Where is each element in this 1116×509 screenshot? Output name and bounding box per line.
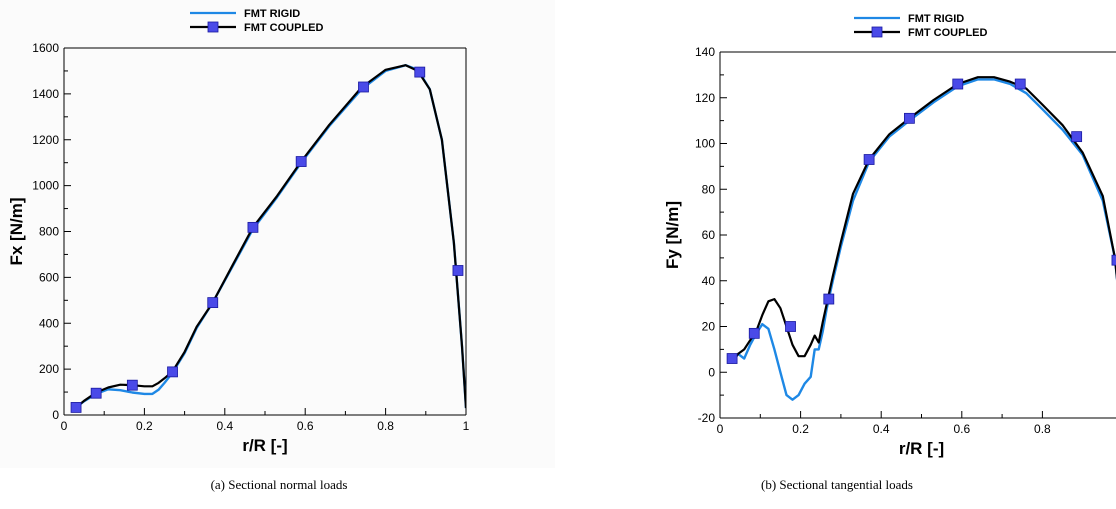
y-tick-label: -20 [698,411,716,425]
x-tick-label: 0.6 [297,419,314,433]
legend-marker [207,21,219,33]
y-tick-label: 0 [708,365,715,379]
x-tick-label: 0.6 [953,422,970,436]
y-tick-label: 1400 [32,87,59,101]
x-tick-label: 0 [717,422,724,436]
y-tick-label: 100 [695,137,715,151]
data-point-marker [748,327,760,339]
legend-label: FMT COUPLED [908,27,987,39]
y-tick-label: 600 [39,270,59,284]
data-point-marker [904,112,915,124]
data-point-marker [1014,78,1026,90]
x-tick-label: 0.4 [873,422,890,436]
y-axis-title: Fx [N/m] [7,198,26,266]
series-line-rigid [75,63,466,409]
x-tick-label: 0.8 [1034,422,1051,436]
caption-a: (a) Sectional normal loads [210,477,348,492]
series-line-rigid [731,78,1116,401]
y-tick-label: 20 [702,320,716,334]
legend-label: FMT RIGID [244,8,300,20]
x-tick-label: 0.2 [792,422,809,436]
data-point-marker [952,78,964,90]
data-point-marker [823,293,835,305]
y-tick-label: 1000 [32,179,59,193]
legend-marker [871,26,883,38]
data-point-marker [167,366,178,378]
chart-panel-a: 0 0.2 0.4 0.6 0.8 1 0 200 400 600 800 1000 1200 1400 1… [7,8,470,492]
series-group [75,63,466,409]
y-tick-label: 0 [52,408,59,422]
x-tick-label: 1 [463,419,470,433]
data-point-marker [1071,131,1083,143]
legend-label: FMT RIGID [908,13,964,25]
x-axis-title: r/R [-] [899,439,944,458]
data-point-marker [358,81,369,93]
y-tick-label: 1600 [32,41,59,55]
chart-a-plot: 0 0.2 0.4 0.6 0.8 1 0 200 400 600 800 1000 1200 1400 1… [7,8,470,455]
data-point-marker [863,154,875,165]
y-axis-title: Fy [N/m] [663,201,682,269]
data-point-marker [785,321,796,332]
y-tick-label: 200 [39,362,59,376]
data-point-marker [726,353,738,364]
series-group [731,76,1116,401]
y-tick-label: 120 [695,91,715,105]
x-tick-label: 0.8 [377,419,394,433]
data-point-marker [295,156,307,167]
y-tick-label: 1200 [32,133,59,147]
legend-label: FMT COUPLED [244,22,323,34]
x-tick-label: 0.2 [136,419,153,433]
chart-panel-b: 0 0.2 0.4 0.6 0.8 -20 0 20 40 60 80 100 120 140 r/R [-… [558,0,1116,509]
y-tick-label: 80 [702,182,716,196]
y-tick-label: 40 [702,274,716,288]
series-line-coupled [75,64,466,409]
data-point-marker [452,265,464,276]
data-point-marker [247,221,259,233]
data-point-marker [414,66,426,78]
caption-b: (b) Sectional tangential loads [761,477,913,492]
series-line-coupled [731,76,1116,364]
y-tick-label: 400 [39,316,59,330]
x-tick-label: 0.4 [216,419,233,433]
y-tick-label: 60 [702,228,716,242]
data-point-marker [90,387,102,399]
panel-b-background [558,0,1113,468]
y-tick-label: 140 [695,45,715,59]
y-tick-label: 800 [39,225,59,239]
x-tick-label: 0 [61,419,68,433]
data-point-marker [126,379,138,391]
data-point-marker [207,297,219,309]
x-axis-title: r/R [-] [242,436,287,455]
data-point-marker [70,402,82,413]
data-point-marker [1111,254,1116,266]
